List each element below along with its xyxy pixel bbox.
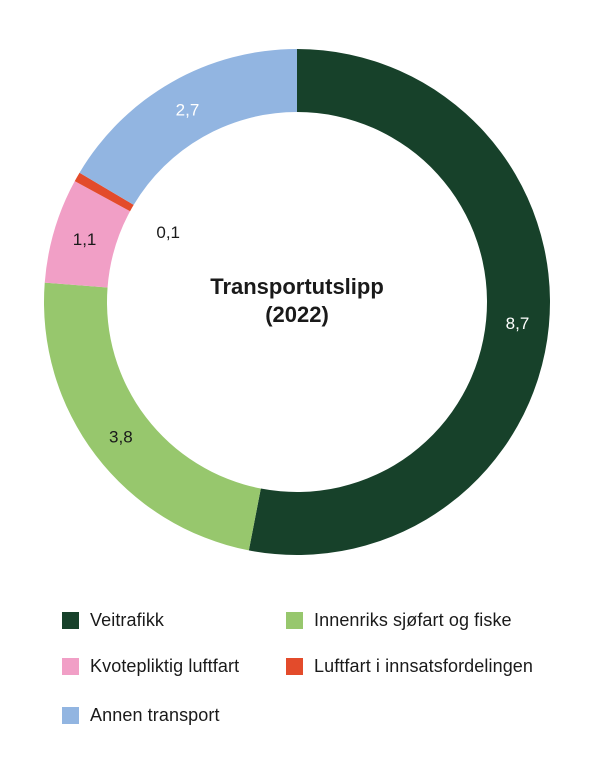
donut-slices xyxy=(43,49,550,555)
slice-value-innenriks-sj-fart-og-fiske: 3,8 xyxy=(109,427,133,446)
center-title-line-2: (2022) xyxy=(265,302,329,327)
slice-value-annen-transport: 2,7 xyxy=(176,100,200,119)
slice-veitrafikk xyxy=(248,49,550,555)
slice-innenriks-sj-fart-og-fiske xyxy=(43,282,261,551)
slice-labels: 8,7 3,8 1,1 0,1 2,7 xyxy=(73,100,530,446)
center-title-line-1: Transportutslipp xyxy=(210,274,384,299)
slice-kvotepliktig-luftfart xyxy=(44,181,131,288)
slice-value-veitrafikk: 8,7 xyxy=(506,314,530,333)
slice-value-kvotepliktig-luftfart: 1,1 xyxy=(73,230,97,249)
slice-luftfart-i-innsatsfordelingen xyxy=(74,172,134,212)
slice-annen-transport xyxy=(79,49,297,205)
slice-value-luftfart-i-innsatsfordelingen: 0,1 xyxy=(156,223,180,242)
